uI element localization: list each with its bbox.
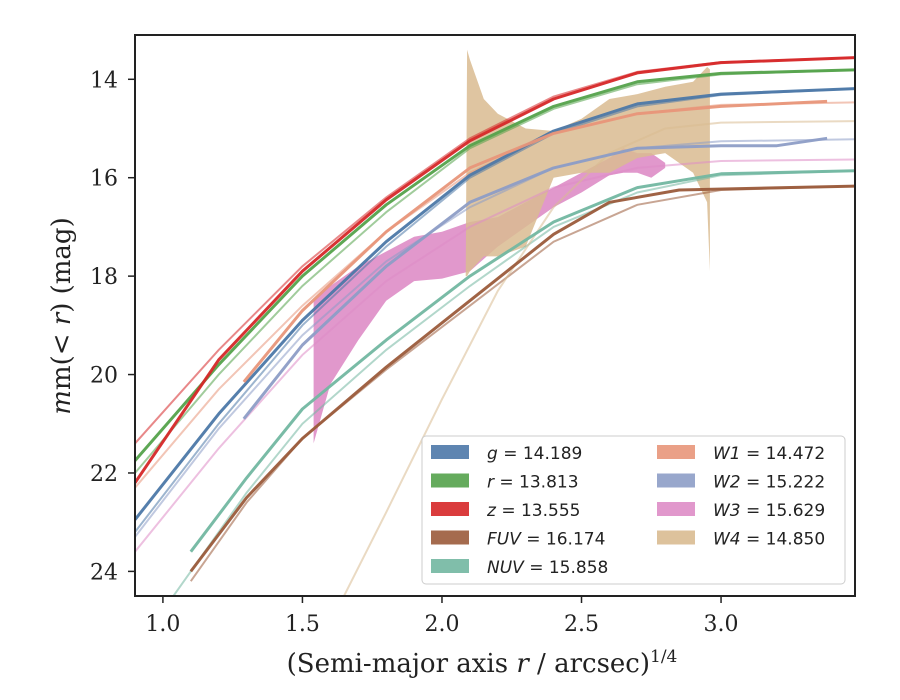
model-line-fuv	[189, 185, 855, 582]
legend: g = 14.189 r = 13.813 z = 13.555 FUV = 16.1…	[421, 435, 846, 585]
plot-frame	[134, 34, 856, 597]
legend-label-w3: W3 = 15.629	[713, 501, 825, 521]
legend-swatch-z	[431, 502, 469, 516]
y-axis-ticks: 14 16 18 20 22 24	[90, 68, 135, 585]
legend-label-nuv: NUV = 15.858	[487, 558, 608, 578]
legend-label-z: z = 13.555	[486, 501, 580, 521]
legend-label-r: r = 13.813	[487, 473, 579, 493]
model-line-w4	[342, 120, 855, 596]
x-axis-title: (Semi-major axis r / arcsec)1/4	[287, 647, 678, 679]
y-tick-label: 16	[90, 167, 118, 192]
x-tick-label: 2.5	[564, 612, 599, 637]
legend-swatch-w2	[657, 473, 695, 488]
data-line-r	[135, 68, 855, 462]
data-line-w2	[242, 136, 828, 420]
x-tick-label: 3.0	[704, 612, 739, 637]
legend-label-fuv: FUV = 16.174	[487, 530, 605, 550]
measured-curves	[135, 56, 855, 573]
legend-swatch-g	[431, 445, 469, 459]
x-axis-title-unit: / arcsec)	[529, 649, 650, 679]
legend-label-w2: W2 = 15.222	[713, 473, 825, 493]
band-w3	[313, 148, 666, 444]
legend-swatch-nuv	[431, 559, 469, 573]
y-axis-title-unit: ) (mag)	[47, 217, 77, 313]
y-tick-label: 22	[90, 462, 118, 487]
y-axis-title: mm(< r) (mag)	[47, 217, 77, 414]
x-axis-title-variable: r	[516, 649, 530, 679]
legend-label-w1: W1 = 14.472	[713, 444, 825, 464]
data-line-w1	[242, 99, 828, 383]
x-axis-title-main: (Semi-major axis	[287, 649, 517, 679]
y-tick-label: 18	[90, 265, 118, 290]
data-line-fuv	[189, 184, 855, 573]
legend-swatch-r	[431, 473, 469, 488]
legend-swatch-fuv	[431, 530, 469, 545]
band-w4	[465, 49, 710, 277]
x-axis-title-exponent: 1/4	[650, 647, 677, 667]
model-line-w2	[135, 138, 855, 538]
legend-swatch-w4	[657, 530, 695, 545]
legend-box	[421, 435, 846, 585]
x-tick-label: 1.5	[285, 612, 320, 637]
x-axis-ticks: 1.0 1.5 2.0 2.5 3.0	[145, 596, 739, 637]
uncertainty-bands	[313, 49, 710, 444]
x-tick-label: 1.0	[145, 612, 180, 637]
y-tick-label: 24	[90, 560, 118, 585]
legend-swatch-w3	[657, 502, 695, 516]
data-line-z	[135, 56, 855, 484]
x-tick-label: 2.0	[424, 612, 459, 637]
y-axis-title-variable: < r	[47, 311, 77, 355]
y-axis-title-main: m(	[47, 355, 77, 390]
legend-label-w4: W4 = 14.850	[713, 530, 825, 550]
data-line-nuv	[189, 169, 855, 553]
data-line-g	[135, 87, 855, 521]
legend-swatch-w1	[657, 445, 695, 459]
model-line-nuv	[172, 169, 855, 596]
y-tick-label: 14	[90, 68, 118, 93]
legend-label-g: g = 14.189	[487, 444, 582, 464]
y-tick-label: 20	[90, 364, 118, 389]
